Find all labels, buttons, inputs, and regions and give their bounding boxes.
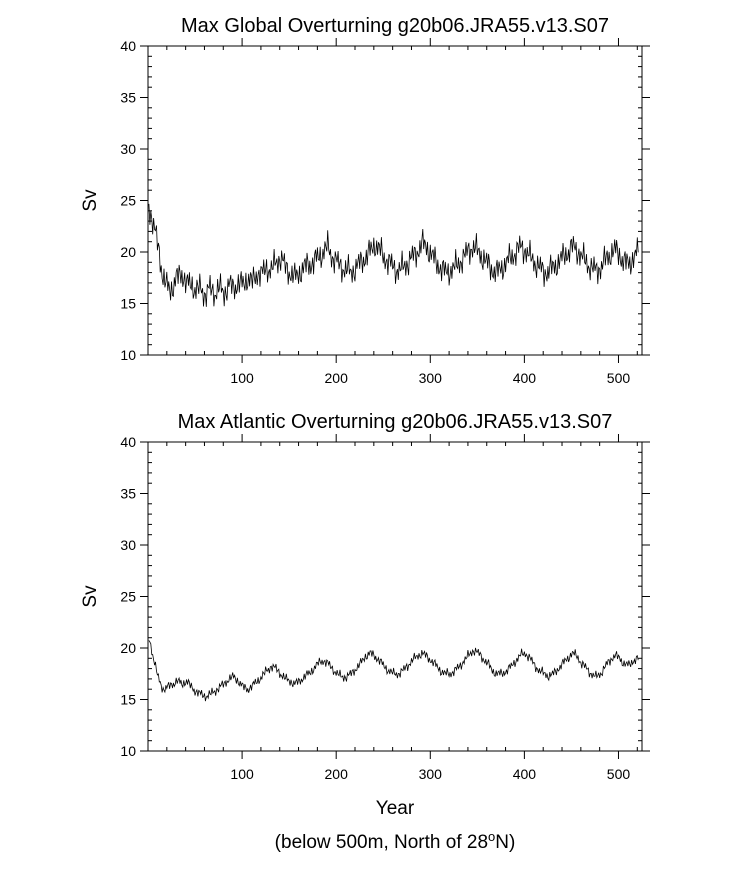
x-tick-label: 100 xyxy=(230,766,254,782)
x-tick-label: 300 xyxy=(419,370,443,386)
plot-frame xyxy=(147,45,643,356)
x-tick-label: 500 xyxy=(607,370,631,386)
series-line-0 xyxy=(148,203,639,307)
x-tick-label: 200 xyxy=(325,766,349,782)
x-axis-label: Year xyxy=(376,798,415,819)
panel-global-overturning: Max Global Overturning g20b06.JRA55.v13.… xyxy=(80,15,650,386)
y-tick-label: 20 xyxy=(120,640,136,656)
y-tick-label: 10 xyxy=(120,347,136,363)
y-tick-label: 40 xyxy=(120,434,136,450)
y-tick-label: 30 xyxy=(120,141,136,157)
y-axis-label: Sv xyxy=(80,189,101,212)
y-tick-label: 15 xyxy=(120,692,136,708)
y-tick-label: 30 xyxy=(120,537,136,553)
y-tick-label: 35 xyxy=(120,90,136,106)
footnote: (below 500m, North of 28oN) xyxy=(275,829,516,853)
chart-title: Max Global Overturning g20b06.JRA55.v13.… xyxy=(181,15,609,37)
y-tick-label: 15 xyxy=(120,296,136,312)
y-tick-label: 25 xyxy=(120,193,136,209)
x-tick-label: 400 xyxy=(513,766,537,782)
y-tick-label: 10 xyxy=(120,743,136,759)
x-tick-label: 200 xyxy=(325,370,349,386)
x-tick-label: 100 xyxy=(230,370,254,386)
y-tick-label: 25 xyxy=(120,589,136,605)
footnote-superscript: o xyxy=(488,829,495,844)
y-tick-label: 35 xyxy=(120,486,136,502)
x-tick-label: 300 xyxy=(419,766,443,782)
y-tick-label: 20 xyxy=(120,244,136,260)
y-axis-label: Sv xyxy=(80,585,101,608)
x-tick-label: 400 xyxy=(513,370,537,386)
footnote-main: (below 500m, North of 28 xyxy=(275,832,488,853)
plot-frame xyxy=(147,441,643,752)
x-tick-label: 500 xyxy=(607,766,631,782)
panel-atlantic-overturning: Max Atlantic Overturning g20b06.JRA55.v1… xyxy=(80,411,650,819)
y-tick-label: 40 xyxy=(120,38,136,54)
footnote-end: N) xyxy=(495,832,515,853)
chart-title: Max Atlantic Overturning g20b06.JRA55.v1… xyxy=(178,411,613,433)
series-line-0 xyxy=(148,640,639,702)
